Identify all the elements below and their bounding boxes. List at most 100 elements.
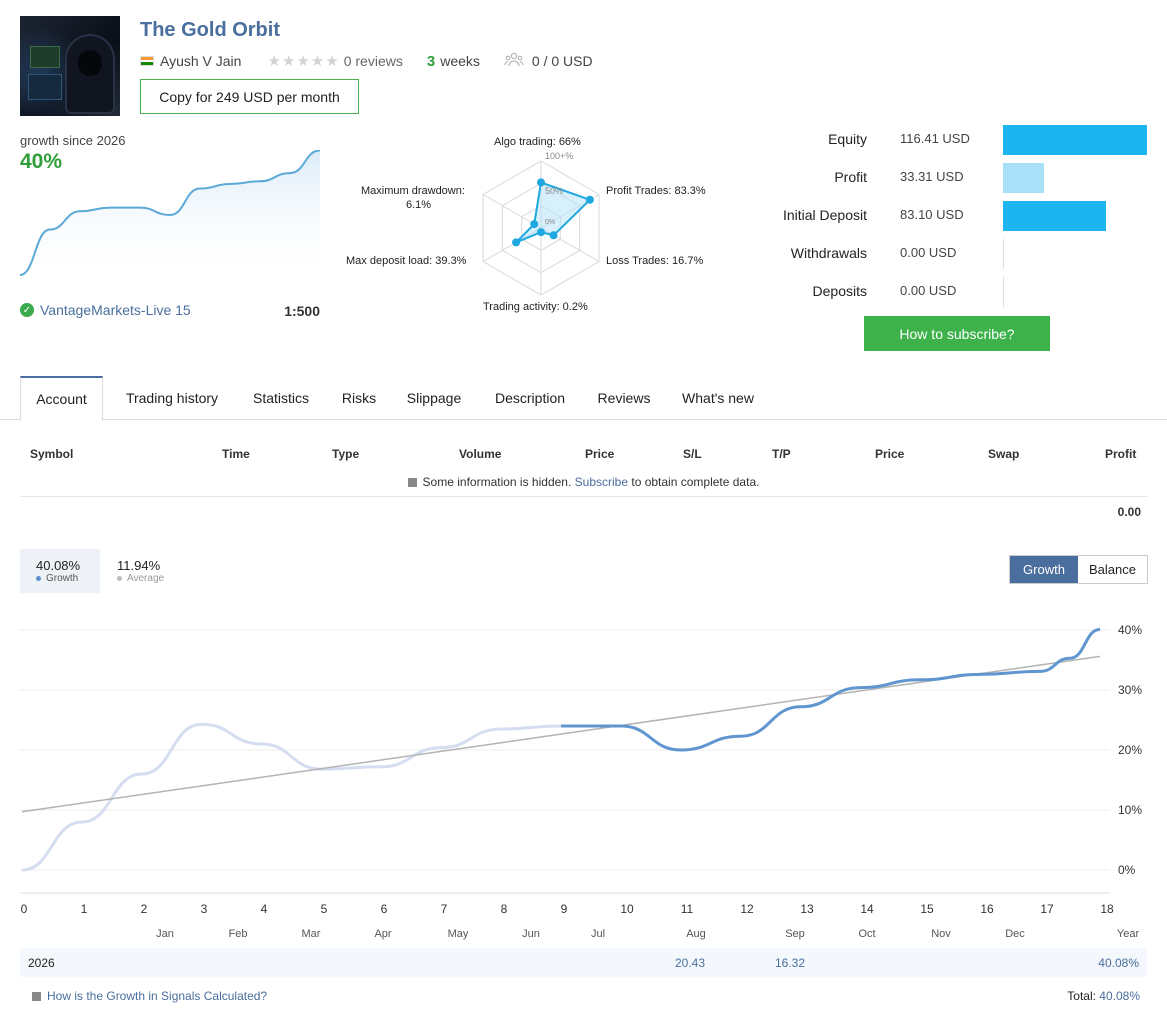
x-tick-label: 14 — [860, 902, 874, 916]
subscribe-link[interactable]: Subscribe — [574, 475, 629, 489]
stat-value: 33.31 USD — [900, 169, 964, 184]
x-tick-label: 13 — [800, 902, 814, 916]
month-label: Year — [1117, 928, 1140, 940]
col-header-t-p[interactable]: T/P — [772, 447, 791, 461]
x-tick-label: 8 — [501, 902, 508, 916]
signal-tabs: Account Trading history Statistics Risks Sli… — [0, 376, 1167, 421]
month-label: Jul — [591, 928, 605, 940]
radar-label-algo: Algo trading: 66% — [494, 136, 581, 148]
growth-chart: 0%10%20%30%40%0 1 2 3 4 5 6 7 8 9 10 11 12 13 14 15 16 17… — [20, 623, 1142, 940]
tab-risks[interactable]: Risks — [341, 390, 377, 406]
tab-description[interactable]: Description — [494, 390, 566, 406]
radar-scale-0: 0% — [545, 219, 556, 226]
stat-label: Deposits — [812, 283, 867, 299]
radar-label-activity: Trading activity: 0.2% — [483, 301, 588, 313]
x-tick-label: 11 — [681, 902, 694, 916]
y-tick-label: 40% — [1118, 623, 1142, 637]
col-header-profit[interactable]: Profit — [1105, 447, 1137, 461]
verified-shield-icon: ✓ — [20, 303, 34, 317]
weeks-label: weeks — [440, 53, 480, 69]
tab-what-s-new[interactable]: What's new — [682, 390, 754, 406]
month-label: Mar — [302, 928, 321, 940]
radar-point — [537, 178, 545, 187]
radar-label-loss: Loss Trades: 16.7% — [606, 255, 704, 267]
month-label: May — [448, 928, 469, 940]
tab-slippage[interactable]: Slippage — [406, 390, 462, 406]
x-tick-label: 9 — [561, 902, 568, 916]
growth-calc-link-text[interactable]: How is the Growth in Signals Calculated? — [47, 989, 268, 1003]
month-label: Jun — [522, 928, 540, 940]
month-label: Feb — [229, 928, 248, 940]
hidden-info-note: Some information is hidden. Subscribe to… — [0, 475, 1167, 489]
year-total-value[interactable]: 40.08% — [1098, 956, 1139, 970]
sep-value[interactable]: 16.32 — [775, 956, 806, 970]
month-label: Dec — [1005, 928, 1025, 940]
stat-label: Equity — [828, 131, 867, 147]
radar-point — [530, 220, 539, 229]
x-tick-label: 5 — [321, 902, 328, 916]
growth-stat-label: Growth — [36, 573, 78, 584]
x-tick-label: 18 — [1100, 902, 1114, 916]
average-stat-box[interactable]: 11.94% Average — [101, 549, 181, 593]
radar-point — [512, 238, 521, 247]
stat-value: 116.41 USD — [900, 131, 970, 146]
col-header-volume[interactable]: Volume — [459, 447, 502, 461]
month-label: Sep — [785, 928, 805, 940]
broker-name[interactable]: VantageMarkets-Live 15 — [40, 302, 191, 318]
growth-stat-box[interactable]: 40.08% Growth — [20, 549, 100, 593]
chart-mode-toggle: Growth Balance — [1009, 555, 1148, 584]
x-tick-label: 10 — [620, 902, 634, 916]
radar-points — [512, 178, 594, 247]
x-tick-label: 4 — [261, 902, 268, 916]
stat-value: 83.10 USD — [900, 207, 964, 222]
footer-total-value: 40.08% — [1099, 989, 1140, 1003]
footer-total-label: Total: — [1067, 989, 1096, 1003]
col-header-time[interactable]: Time — [222, 447, 250, 461]
x-tick-label: 17 — [1040, 902, 1054, 916]
rating-stars-icon: ★★★★★ — [267, 53, 340, 70]
radar-scale-50: 50% — [545, 186, 564, 196]
col-header-swap[interactable]: Swap — [988, 447, 1020, 461]
tab-reviews[interactable]: Reviews — [597, 390, 651, 406]
hidden-note-text-end: to obtain complete data. — [631, 475, 760, 489]
radar-point — [549, 231, 558, 240]
growth-stat-value: 40.08% — [36, 558, 81, 573]
signal-title[interactable]: The Gold Orbit — [140, 19, 280, 41]
leverage-value: 1:500 — [284, 303, 320, 319]
hidden-note-text: Some information is hidden. — [422, 475, 572, 489]
tab-account[interactable]: Account — [20, 376, 103, 421]
col-header-type[interactable]: Type — [332, 447, 360, 461]
stat-row-profit: Profit 33.31 USD — [770, 163, 1150, 193]
y-tick-label: 0% — [1118, 863, 1136, 877]
stat-bar-empty — [1003, 239, 1004, 269]
stat-row-equity: Equity 116.41 USD — [770, 125, 1150, 155]
col-header-price[interactable]: Price — [875, 447, 905, 461]
author-name[interactable]: Ayush V Jain — [160, 53, 242, 69]
col-header-symbol[interactable]: Symbol — [30, 447, 74, 461]
x-tick-label: 12 — [740, 902, 754, 916]
col-header-price[interactable]: Price — [585, 447, 615, 461]
balance-toggle-button[interactable]: Balance — [1078, 556, 1147, 583]
col-header-s-l[interactable]: S/L — [683, 447, 702, 461]
radar-label-profit: Profit Trades: 83.3% — [606, 185, 706, 197]
x-tick-label: 16 — [980, 902, 994, 916]
copy-signal-button[interactable]: Copy for 249 USD per month — [140, 79, 359, 114]
tab-statistics[interactable]: Statistics — [252, 390, 309, 406]
year-summary-row: 2026 20.43 16.32 40.08% — [20, 948, 1147, 977]
tab-trading-history[interactable]: Trading history — [125, 390, 219, 406]
month-label: Jan — [156, 928, 174, 940]
reviews-count[interactable]: 0 reviews — [343, 53, 403, 69]
growth-line-prior — [21, 722, 562, 872]
mini-growth-chart — [20, 150, 320, 280]
how-to-subscribe-button[interactable]: How to subscribe? — [864, 316, 1050, 351]
broker-server[interactable]: ✓ VantageMarkets-Live 15 — [20, 302, 191, 318]
stat-bar — [1003, 125, 1147, 155]
average-trend-line — [21, 655, 1101, 813]
growth-toggle-button[interactable]: Growth — [1010, 556, 1078, 583]
x-tick-label: 7 — [441, 902, 448, 916]
month-label: Nov — [931, 928, 951, 940]
lock-icon — [407, 478, 417, 487]
growth-calc-link[interactable]: How is the Growth in Signals Calculated? — [32, 989, 267, 1003]
year-label: 2026 — [28, 956, 55, 970]
aug-value[interactable]: 20.43 — [675, 956, 706, 970]
